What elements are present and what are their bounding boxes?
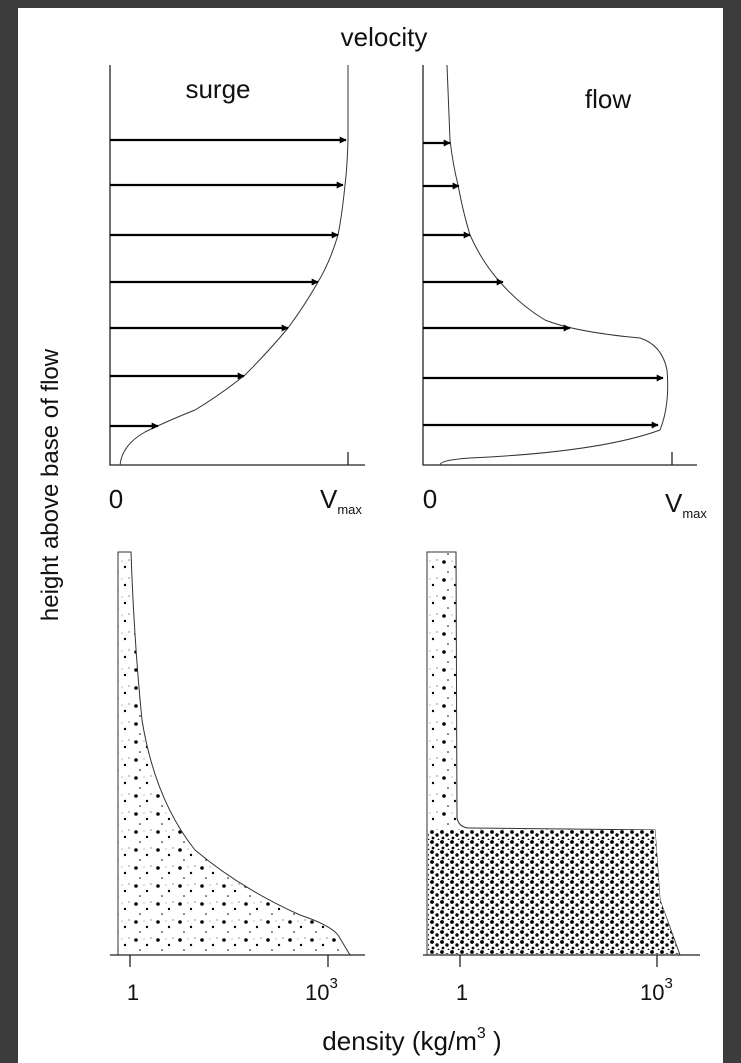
tick-label: 0	[109, 484, 123, 514]
tick-label: 0	[423, 484, 437, 514]
height-label: height above base of flow	[37, 348, 64, 621]
label-end: )	[486, 1026, 502, 1056]
tick-text: 10	[305, 980, 329, 1005]
panel-label: surge	[185, 74, 250, 104]
label-text: density (kg/m	[322, 1026, 477, 1056]
velocity-label: velocity	[341, 22, 428, 52]
figure: velocity height above base of flow surge…	[0, 0, 741, 1063]
tick-sub: max	[337, 502, 362, 517]
tick-sup: 3	[329, 975, 337, 992]
label-sup: 3	[477, 1025, 486, 1042]
tick-label: 1	[127, 980, 139, 1005]
tick-text: 10	[640, 980, 664, 1005]
tick-text: V	[320, 484, 338, 514]
tick-text: V	[665, 488, 683, 518]
tick-label: 1	[456, 980, 468, 1005]
tick-sub: max	[682, 506, 707, 521]
tick-sup: 3	[664, 975, 672, 992]
panel-label: flow	[585, 84, 631, 114]
density-label: density (kg/m3 )	[322, 1025, 501, 1056]
